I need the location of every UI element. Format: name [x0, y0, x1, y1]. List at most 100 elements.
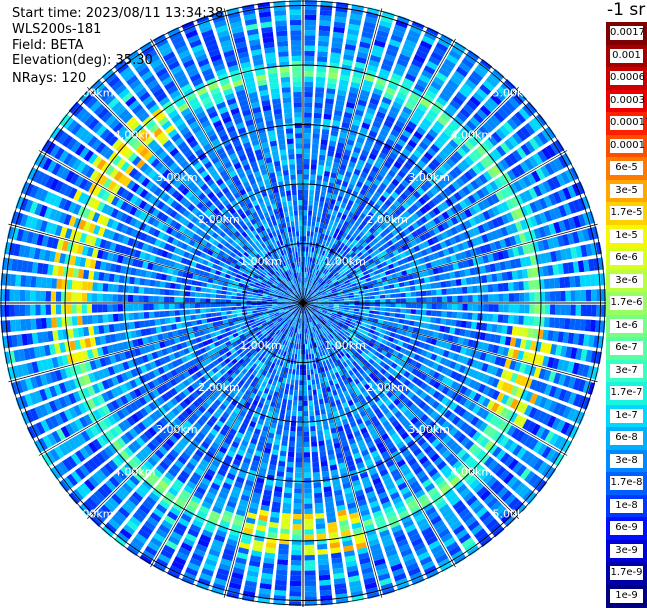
range-gate-cell — [318, 46, 329, 52]
range-gate-cell — [400, 288, 406, 293]
range-gate-cell — [326, 512, 335, 518]
range-gate-cell — [571, 290, 576, 301]
range-gate-cell — [315, 513, 324, 519]
range-gate-cell — [301, 344, 303, 349]
range-gate-cell — [312, 462, 319, 468]
range-gate-cell — [281, 446, 288, 452]
range-gate-cell — [289, 441, 295, 447]
range-gate-cell — [285, 477, 293, 483]
range-gate-cell — [468, 295, 473, 302]
range-gate-cell — [303, 257, 305, 262]
range-gate-cell — [452, 296, 457, 302]
range-gate-cell — [315, 97, 324, 103]
range-gate-cell — [349, 303, 354, 305]
range-gate-cell — [306, 349, 308, 354]
range-gate-cell — [304, 432, 309, 437]
range-gate-cell — [304, 426, 309, 431]
range-gate-cell — [390, 299, 395, 303]
range-gate-cell — [303, 349, 305, 354]
range-gate-cell — [310, 237, 313, 242]
range-gate-cell — [380, 304, 385, 307]
range-gate-cell — [380, 295, 385, 299]
range-gate-cell — [304, 205, 308, 210]
range-gate-cell — [431, 290, 437, 296]
range-gate-cell — [321, 191, 326, 197]
range-gate-cell — [313, 467, 320, 473]
range-gate-cell — [321, 134, 328, 140]
range-gate-cell — [409, 280, 415, 285]
range-gate-cell — [289, 436, 295, 442]
range-gate-cell — [305, 550, 315, 555]
range-gate-cell — [309, 354, 312, 359]
range-gate-cell — [447, 288, 453, 294]
range-gate-cell — [483, 304, 488, 312]
range-gate-cell — [559, 277, 565, 288]
range-gate-cell — [276, 575, 288, 581]
range-gate-cell — [324, 486, 332, 492]
range-gate-cell — [339, 297, 344, 299]
range-gate-cell — [287, 374, 291, 380]
range-gate-cell — [285, 415, 290, 421]
range-gate-cell — [444, 273, 450, 280]
range-gate-cell — [304, 452, 310, 457]
range-gate-cell — [581, 290, 586, 301]
range-gate-cell — [451, 280, 457, 287]
range-gate-cell — [325, 502, 334, 508]
range-gate-cell — [323, 176, 329, 182]
range-gate-cell — [502, 325, 508, 334]
range-gate-cell — [294, 343, 297, 348]
range-gate-cell — [303, 236, 306, 241]
range-gate-cell — [307, 370, 310, 375]
range-gate-cell — [304, 406, 308, 411]
range-gate-cell — [514, 293, 519, 302]
range-gate-cell — [313, 123, 321, 129]
range-gate-cell — [293, 509, 302, 514]
range-gate-cell — [364, 313, 370, 317]
range-gate-cell — [325, 434, 331, 440]
range-gate-cell — [457, 312, 463, 319]
range-gate-cell — [446, 319, 452, 326]
range-gate-cell — [274, 408, 280, 414]
range-gate-cell — [326, 507, 335, 513]
range-gate-cell — [310, 185, 315, 191]
range-gate-cell — [509, 293, 514, 302]
range-gate-cell — [529, 292, 534, 301]
range-gate-cell — [307, 226, 310, 231]
range-gate-cell — [278, 366, 282, 372]
range-gate-cell — [364, 310, 369, 313]
range-gate-cell — [280, 534, 290, 540]
range-gate-cell — [274, 439, 281, 445]
range-gate-cell — [300, 334, 302, 339]
range-gate-cell — [305, 545, 315, 550]
range-gate-cell — [325, 98, 334, 104]
range-gate-cell — [286, 410, 291, 416]
range-gate-cell — [353, 292, 359, 295]
range-gate-cell — [303, 365, 306, 370]
range-gate-cell — [524, 293, 529, 302]
range-gate-cell — [339, 299, 344, 301]
range-gate-cell — [395, 293, 401, 297]
range-gate-cell — [308, 385, 312, 390]
range-gate-cell — [554, 318, 560, 329]
range-gate-cell — [298, 401, 302, 406]
range-gate-cell — [301, 324, 302, 329]
range-gate-cell — [390, 313, 396, 317]
range-gate-cell — [305, 257, 307, 262]
range-gate-cell — [575, 319, 581, 331]
range-gate-cell — [326, 88, 335, 94]
range-gate-cell — [575, 276, 581, 288]
range-gate-cell — [374, 287, 380, 291]
range-gate-cell — [406, 304, 411, 308]
range-gate-cell — [304, 390, 308, 395]
range-gate-cell — [449, 272, 455, 279]
range-gate-cell — [488, 284, 494, 292]
range-gate-cell — [318, 554, 329, 560]
range-gate-cell — [320, 196, 325, 202]
range-gate-cell — [519, 293, 524, 302]
range-gate-cell — [303, 344, 305, 349]
range-gate-cell — [314, 118, 322, 124]
range-gate-cell — [298, 329, 300, 334]
range-gate-cell — [303, 246, 305, 251]
range-gate-cell — [507, 271, 513, 280]
range-gate-cell — [276, 429, 282, 435]
